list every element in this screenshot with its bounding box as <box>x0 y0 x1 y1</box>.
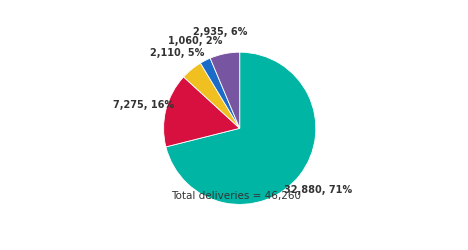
Text: 32,880, 71%: 32,880, 71% <box>284 184 352 194</box>
Wedge shape <box>210 53 240 129</box>
Text: Total deliveries = 46,260: Total deliveries = 46,260 <box>171 190 301 200</box>
Wedge shape <box>183 64 240 129</box>
Text: 1,060, 2%: 1,060, 2% <box>168 36 222 46</box>
Wedge shape <box>200 59 240 129</box>
Text: 2,110, 5%: 2,110, 5% <box>150 48 204 58</box>
Text: 2,935, 6%: 2,935, 6% <box>193 27 247 37</box>
Wedge shape <box>166 53 316 204</box>
Wedge shape <box>164 78 240 147</box>
Text: 7,275, 16%: 7,275, 16% <box>113 100 175 110</box>
